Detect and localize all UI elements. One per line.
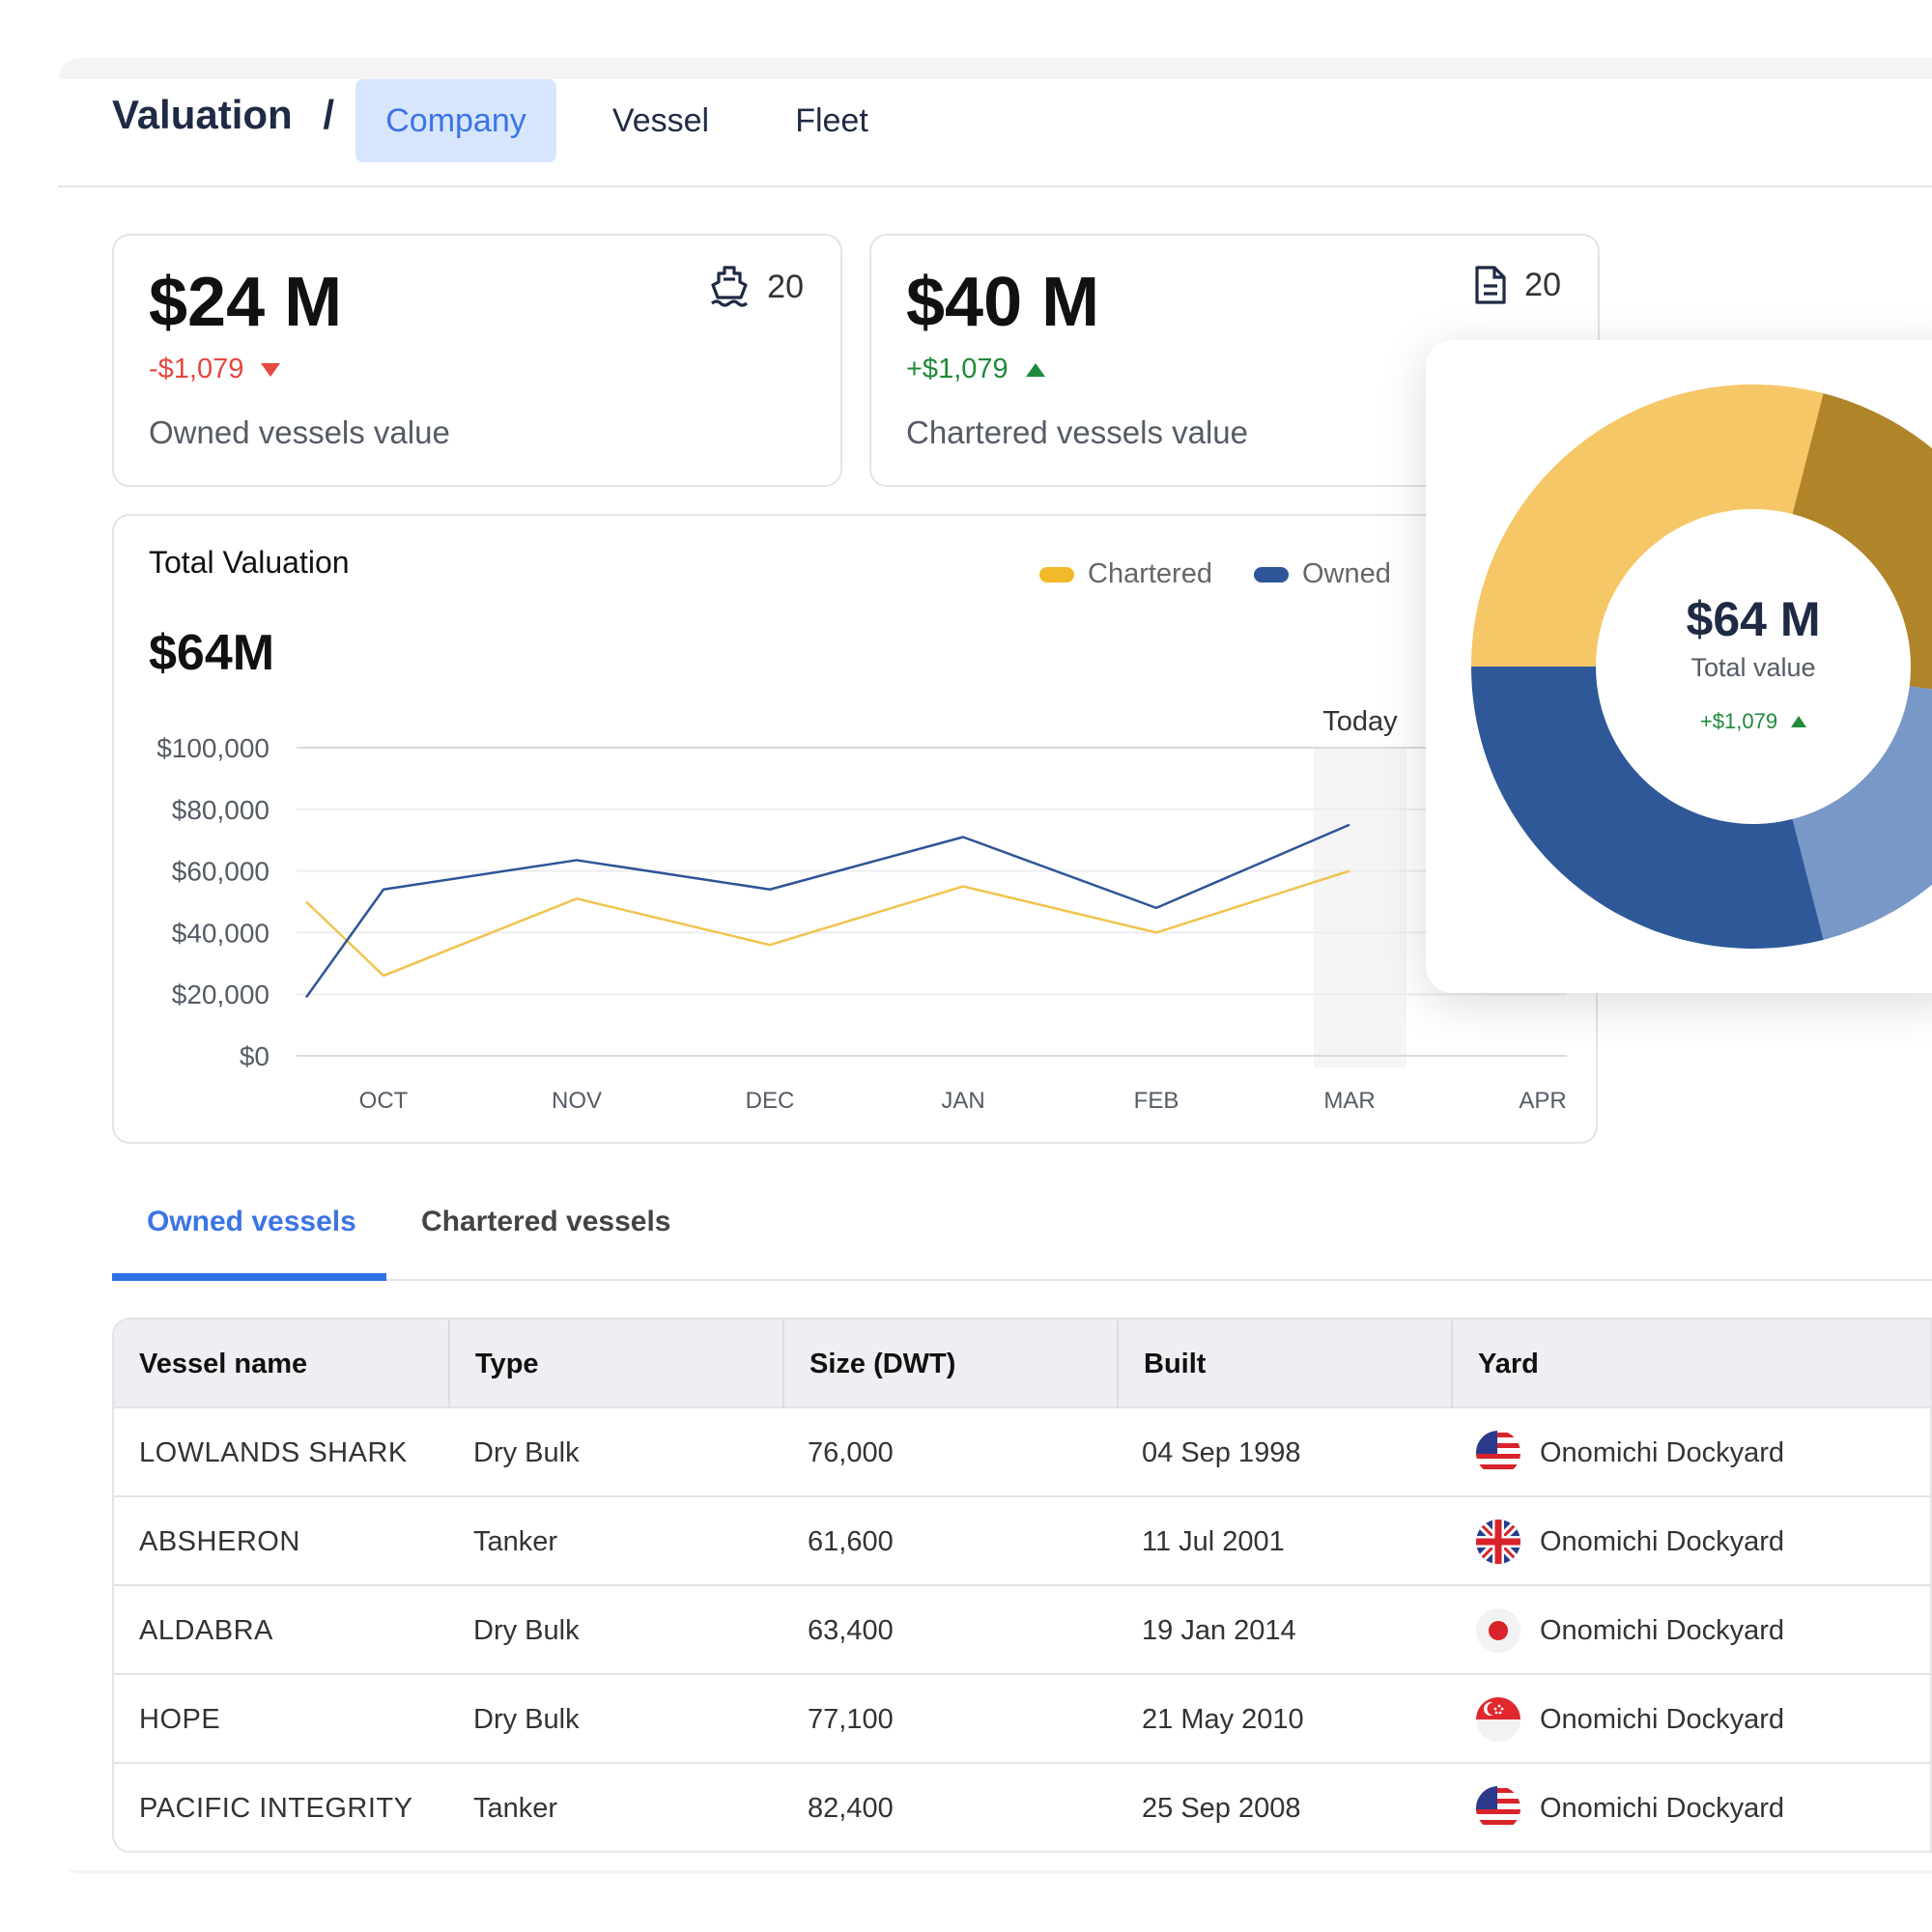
cell-size: 76,000 xyxy=(808,1436,894,1468)
cell-type: Tanker xyxy=(473,1525,558,1557)
donut-total-label: Total value xyxy=(1690,653,1816,682)
owned-value: $24 M xyxy=(149,264,343,341)
cell-vessel-name: ABSHERON xyxy=(139,1525,300,1557)
ship-icon xyxy=(711,266,749,307)
cell-type: Dry Bulk xyxy=(473,1436,580,1468)
table-row[interactable]: ALDABRA Dry Bulk 63,400 19 Jan 2014 Onom… xyxy=(114,1586,1930,1675)
vessel-tabs: Owned vessels Chartered vessels xyxy=(112,1180,1932,1281)
legend-swatch-chartered xyxy=(1039,566,1074,582)
cell-yard-name: Onomichi Dockyard xyxy=(1540,1792,1785,1824)
chartered-value: $40 M xyxy=(906,264,1100,341)
cell-vessel-name: ALDABRA xyxy=(139,1614,273,1646)
table-header: Vessel name Type Size (DWT) Built Yard xyxy=(114,1320,1930,1408)
cell-yard: Onomichi Dockyard xyxy=(1451,1497,1784,1586)
top-nav xyxy=(58,79,1932,187)
col-built[interactable]: Built xyxy=(1117,1320,1451,1408)
cell-size: 63,400 xyxy=(808,1614,894,1646)
tab-fleet[interactable]: Fleet xyxy=(795,101,868,139)
tab-owned-vessels[interactable]: Owned vessels xyxy=(147,1206,356,1237)
cell-yard-name: Onomichi Dockyard xyxy=(1540,1614,1785,1646)
tab-vessel[interactable]: Vessel xyxy=(611,101,710,139)
japan-flag-icon xyxy=(1476,1608,1520,1653)
up-triangle-icon xyxy=(1791,716,1807,727)
cell-yard-name: Onomichi Dockyard xyxy=(1540,1703,1785,1735)
cell-type: Tanker xyxy=(473,1792,558,1824)
cell-yard: Onomichi Dockyard xyxy=(1451,1764,1785,1851)
chart-total: $64M xyxy=(149,625,275,681)
legend-swatch-owned xyxy=(1254,566,1289,582)
cell-built: 21 May 2010 xyxy=(1142,1703,1304,1735)
col-type[interactable]: Type xyxy=(448,1320,782,1408)
vessels-table: Vessel name Type Size (DWT) Built Yard L… xyxy=(112,1318,1932,1853)
table-row[interactable]: HOPE Dry Bulk 77,100 21 May 2010 Onomich… xyxy=(114,1675,1930,1764)
document-icon xyxy=(1475,266,1506,304)
legend-owned[interactable]: Owned xyxy=(1254,558,1391,590)
cell-yard: Onomichi Dockyard xyxy=(1451,1586,1784,1675)
cell-size: 77,100 xyxy=(808,1703,894,1735)
col-vessel-name[interactable]: Vessel name xyxy=(139,1348,308,1379)
legend-chartered[interactable]: Chartered xyxy=(1039,558,1212,590)
down-triangle-icon xyxy=(261,362,281,377)
active-tab-indicator xyxy=(112,1273,386,1281)
cell-yard-name: Onomichi Dockyard xyxy=(1540,1525,1785,1557)
cell-vessel-name: HOPE xyxy=(139,1703,221,1735)
cell-type: Dry Bulk xyxy=(473,1703,580,1735)
legend-label-chartered: Chartered xyxy=(1088,558,1212,589)
tab-chartered-vessels[interactable]: Chartered vessels xyxy=(421,1206,671,1237)
breadcrumb: Valuation / xyxy=(112,92,334,138)
chartered-delta-value: +$1,079 xyxy=(906,354,1009,384)
owned-count: 20 xyxy=(709,265,804,309)
breadcrumb-separator: / xyxy=(323,92,335,137)
singapore-flag-icon xyxy=(1476,1697,1520,1742)
chartered-count: 20 xyxy=(1474,265,1561,305)
breadcrumb-root[interactable]: Valuation xyxy=(112,92,293,137)
col-size[interactable]: Size (DWT) xyxy=(782,1320,1117,1408)
table-row[interactable]: PACIFIC INTEGRITY Tanker 82,400 25 Sep 2… xyxy=(114,1764,1930,1851)
total-valuation-card: Total Valuation $64M Chartered Owned xyxy=(112,514,1598,1144)
cell-size: 61,600 xyxy=(808,1525,894,1557)
col-yard[interactable]: Yard xyxy=(1451,1320,1930,1408)
us-flag-icon xyxy=(1476,1431,1520,1475)
owned-delta: -$1,079 xyxy=(149,354,281,385)
chartered-caption: Chartered vessels value xyxy=(906,414,1249,450)
cell-size: 82,400 xyxy=(808,1792,894,1824)
owned-delta-value: -$1,079 xyxy=(149,354,244,384)
cell-built: 25 Sep 2008 xyxy=(1142,1792,1301,1824)
chartered-delta: +$1,079 xyxy=(906,354,1045,385)
owned-caption: Owned vessels value xyxy=(149,414,450,450)
cell-built: 19 Jan 2014 xyxy=(1142,1614,1296,1646)
owned-count-value: 20 xyxy=(767,268,804,305)
table-row[interactable]: ABSHERON Tanker 61,600 11 Jul 2001 Onomi… xyxy=(114,1497,1930,1586)
donut-total-value: $64 M xyxy=(1686,592,1821,646)
owned-value-card[interactable]: $24 M 20 -$1,079 Owned vessels value xyxy=(112,234,842,487)
legend-label-owned: Owned xyxy=(1302,558,1391,589)
chartered-count-value: 20 xyxy=(1524,266,1561,303)
table-row[interactable]: LOWLANDS SHARK Dry Bulk 76,000 04 Sep 19… xyxy=(114,1408,1930,1497)
donut-delta: +$1,079 xyxy=(1488,709,1932,734)
cell-yard: Onomichi Dockyard xyxy=(1451,1675,1784,1764)
cell-type: Dry Bulk xyxy=(473,1614,580,1646)
cell-vessel-name: PACIFIC INTEGRITY xyxy=(139,1792,413,1824)
uk-flag-icon xyxy=(1476,1520,1520,1564)
chart-title: Total Valuation xyxy=(149,545,350,580)
up-triangle-icon xyxy=(1025,362,1045,377)
cell-built: 04 Sep 1998 xyxy=(1142,1436,1301,1468)
tab-company[interactable]: Company xyxy=(355,79,556,162)
cell-yard-name: Onomichi Dockyard xyxy=(1540,1436,1785,1468)
us-flag-icon xyxy=(1476,1786,1520,1831)
donut-delta-value: +$1,079 xyxy=(1699,709,1778,733)
cell-vessel-name: LOWLANDS SHARK xyxy=(139,1436,408,1468)
cell-built: 11 Jul 2001 xyxy=(1142,1525,1285,1557)
cell-yard: Onomichi Dockyard xyxy=(1451,1408,1784,1497)
